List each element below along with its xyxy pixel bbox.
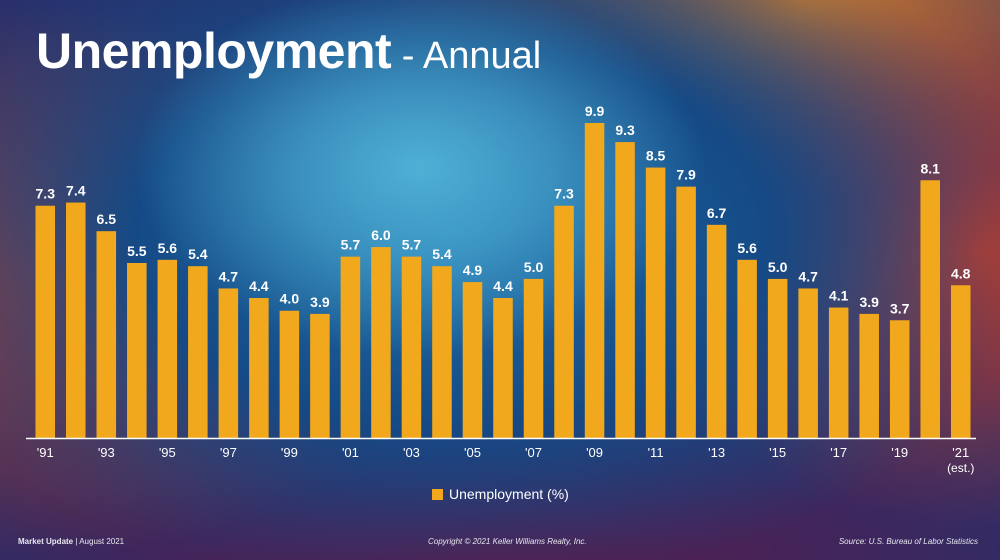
tick-label-1993: '93 [98,445,115,460]
bar-2019 [889,320,910,438]
value-label-1996: 5.4 [188,246,208,262]
tick-label-2003: '03 [403,445,420,460]
bar-2020 [920,180,940,438]
value-label-2016: 4.7 [798,268,818,284]
value-label-1995: 5.6 [158,240,178,256]
value-label-2000: 3.9 [310,294,330,310]
bar-2004 [432,266,452,438]
value-label-2006: 4.4 [493,278,513,294]
bar-1999 [279,310,300,438]
bar-2016 [798,288,818,438]
value-label-2008: 7.3 [554,186,574,202]
legend-label: Unemployment (%) [449,486,569,502]
bar-2009 [584,123,605,438]
value-label-2012: 7.9 [676,167,696,183]
bar-2013 [706,224,727,438]
legend-swatch [432,489,443,500]
tick-label-2009: '09 [586,445,603,460]
bar-2017 [828,307,849,438]
value-label-1994: 5.5 [127,243,147,259]
bar-2011 [645,167,666,439]
legend: Unemployment (%) [432,486,569,502]
value-label-2019: 3.7 [890,300,910,316]
value-label-2014: 5.6 [737,240,757,256]
bars-group [35,123,971,439]
value-label-2007: 5.0 [524,259,544,275]
tick-label-2001: '01 [342,445,359,460]
bar-2008 [554,205,574,438]
footer-source: Source: U.S. Bureau of Labor Statistics [838,537,978,546]
tick-label-2015: '15 [769,445,786,460]
bar-1998 [249,298,269,438]
tick-label-2011: '11 [648,445,664,460]
chart-title-main: Unemployment [36,23,392,79]
bar-2001 [340,256,361,438]
chart-title-sub: - Annual [391,35,542,77]
bar-2005 [462,282,483,438]
value-label-1997: 4.7 [219,268,239,284]
bar-1993 [96,231,117,438]
tick-label-2021: '21 [952,445,969,460]
value-labels-group: 7.3 7.4 6.5 5.5 5.6 5.4 4.7 4.4 4.0 3.9 5.7 6.0 5.7 5… [36,103,971,316]
value-label-2001: 5.7 [341,237,361,253]
value-label-1992: 7.4 [66,183,86,199]
value-label-2003: 5.7 [402,237,422,253]
bar-1994 [127,263,147,438]
value-label-2018: 3.9 [859,294,879,310]
footer-market-update: Market Update [18,537,74,546]
value-label-1991: 7.3 [36,186,56,202]
bar-2021 [950,285,971,438]
tick-label-2017: '17 [830,445,847,460]
bar-1995 [157,259,178,438]
bar-2006 [493,298,513,438]
value-label-2015: 5.0 [768,259,788,275]
bar-2010 [615,142,635,438]
tick-label-1997: '97 [220,445,237,460]
value-label-1998: 4.4 [249,278,269,294]
footer-date: | August 2021 [73,537,125,546]
tick-labels-group: '91 '93 '95 '97 '99 '01 '03 '05 '07 '09 '11 '13 '15 '… [37,445,975,475]
bar-2012 [676,186,696,438]
tick-label-1995: '95 [159,445,176,460]
footer-copyright: Copyright © 2021 Keller Williams Realty,… [428,537,587,546]
bar-1991 [35,205,56,438]
value-label-2005: 4.9 [463,262,483,278]
bar-1992 [66,202,86,438]
tick-label-2007: '07 [525,445,542,460]
bar-2018 [859,313,879,438]
tick-label-1991: '91 [37,445,54,460]
chart-title: Unemployment - Annual [36,26,541,76]
value-label-2021: 4.8 [951,265,971,281]
value-label-2011: 8.5 [646,148,666,164]
tick-label-1999: '99 [281,445,298,460]
value-label-2017: 4.1 [829,288,849,304]
value-label-2002: 6.0 [371,227,391,243]
tick-label-2019: '19 [891,445,908,460]
tick-sublabel-2021: (est.) [947,461,974,475]
bar-1997 [218,288,239,438]
bar-2015 [767,278,788,438]
value-label-2013: 6.7 [707,205,727,221]
bar-1996 [188,266,208,438]
footer-left: Market Update | August 2021 [18,537,124,546]
value-label-2004: 5.4 [432,246,452,262]
bar-2007 [523,278,544,438]
bar-2000 [310,313,330,438]
bar-2014 [737,259,757,438]
value-label-2020: 8.1 [920,160,940,176]
bar-2003 [401,256,422,438]
tick-label-2005: '05 [464,445,481,460]
value-label-1993: 6.5 [97,211,117,227]
bar-2002 [371,247,391,438]
value-label-2009: 9.9 [585,103,605,119]
value-label-1999: 4.0 [280,291,300,307]
tick-label-2013: '13 [708,445,725,460]
value-label-2010: 9.3 [615,122,635,138]
